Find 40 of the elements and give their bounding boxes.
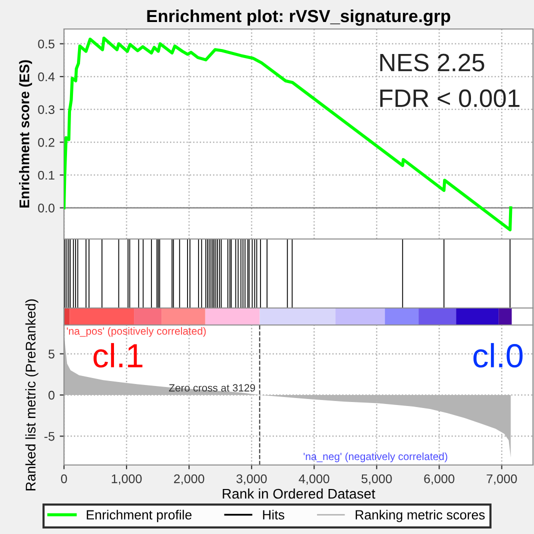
y-axis-title: Ranked list metric (PreRanked) <box>25 299 38 490</box>
x-tick-label: 3,000 <box>236 474 267 485</box>
bar <box>134 308 162 325</box>
bar <box>260 308 336 325</box>
bar <box>162 308 206 325</box>
chart-title: Enrichment plot: rVSV_signature.grp <box>147 9 450 26</box>
legend-label: Ranking metric scores <box>356 510 485 522</box>
bar <box>205 308 260 325</box>
y-tick-label: -5 <box>44 432 54 441</box>
annotation: cl.1 <box>94 343 142 368</box>
bar <box>418 308 456 325</box>
x-tick-label: 6,000 <box>424 474 454 485</box>
y-tick-label: 0.3 <box>38 105 54 114</box>
y-tick-label: 0 <box>48 390 54 400</box>
annotation: 'na_neg' (negatively correlated) <box>304 452 448 462</box>
y-tick-label: 0.4 <box>38 72 55 82</box>
annotation: 'na_pos' (positively correlated) <box>66 327 206 337</box>
x-tick-label: 5,000 <box>362 474 392 485</box>
x-tick-label: 4,000 <box>298 474 330 485</box>
x-tick-label: 2,000 <box>174 474 204 485</box>
annotation: FDR < 0.001 <box>380 89 520 108</box>
x-tick-label: 7,000 <box>486 474 517 485</box>
y-tick-label: 0.0 <box>38 204 54 212</box>
ref-line-label: Zero cross at 3129 <box>168 384 256 392</box>
bar <box>70 308 134 325</box>
bar <box>384 308 419 325</box>
y-tick-label: 0.2 <box>38 138 54 147</box>
legend-label: Enrichment profile <box>86 510 192 522</box>
annotation: cl.0 <box>473 343 523 368</box>
y-tick-label: 0.5 <box>38 40 54 48</box>
x-tick-label: 0 <box>61 474 67 484</box>
bar <box>456 308 499 325</box>
x-axis-title: Rank in Ordered Dataset <box>222 488 376 499</box>
x-tick-label: 1,000 <box>112 474 142 485</box>
y-tick-label: 5 <box>48 350 54 358</box>
y-axis-title: Enrichment score (ES) <box>19 60 32 208</box>
y-tick-label: 0.1 <box>38 170 54 180</box>
bar <box>335 308 385 325</box>
annotation: NES 2.25 <box>380 54 484 72</box>
legend-label: Hits <box>263 510 284 520</box>
